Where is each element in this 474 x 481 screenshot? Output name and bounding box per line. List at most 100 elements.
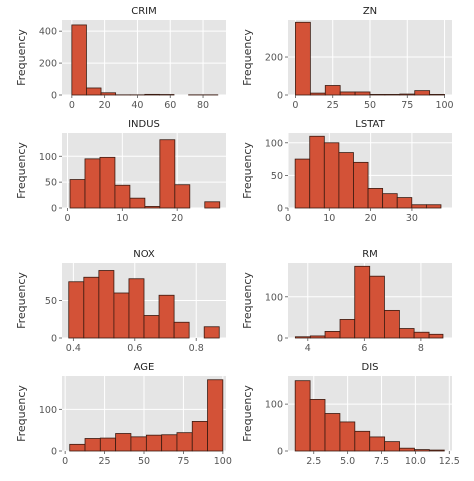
x-tick-label: 0.4 <box>66 343 81 354</box>
bar <box>339 319 356 339</box>
bar <box>294 380 311 452</box>
bar <box>294 336 311 339</box>
x-tick-label: 0.6 <box>127 343 142 354</box>
y-tick-label: 400 <box>39 27 57 38</box>
bar <box>98 270 115 339</box>
y-tick-label: 100 <box>265 292 283 303</box>
bar <box>295 21 311 96</box>
bar <box>207 379 224 452</box>
bar <box>114 184 131 209</box>
x-tick-label: 20 <box>99 100 111 111</box>
x-tick-label: 50 <box>138 456 150 467</box>
y-tick-label: 0 <box>277 334 283 345</box>
bar <box>384 94 401 96</box>
bar <box>369 94 386 96</box>
bar <box>176 432 193 452</box>
bar <box>159 139 176 209</box>
bar <box>323 142 340 209</box>
bar <box>309 135 325 209</box>
bar <box>384 441 400 452</box>
subplot-title: RM <box>362 249 378 260</box>
y-axis-label: Frequency <box>241 29 254 86</box>
bar <box>71 24 87 96</box>
bar <box>429 94 445 96</box>
x-tick-label: 7.5 <box>374 456 389 467</box>
x-tick-label: 100 <box>435 100 453 111</box>
bar <box>428 449 445 452</box>
subplot-title: ZN <box>363 6 377 17</box>
subplot-indus: 0 10 20 0 50 100 INDUS Frequency <box>15 119 226 224</box>
x-tick-label: 0 <box>285 213 291 224</box>
bar <box>399 328 415 339</box>
bar <box>411 204 427 209</box>
x-tick-label: 20 <box>171 213 183 224</box>
bar <box>339 421 356 452</box>
y-axis-label: Frequency <box>15 29 28 86</box>
y-tick-label: 50 <box>45 296 57 307</box>
bar <box>413 331 430 339</box>
bar <box>69 179 86 209</box>
y-tick-label: 0 <box>51 204 57 215</box>
subplot-lstat: 0 10 20 30 0 50 100 LSTAT Frequency <box>241 119 452 224</box>
subplot-title: NOX <box>133 249 155 260</box>
y-tick-label: 0 <box>277 447 283 458</box>
bar <box>86 87 102 96</box>
subplot-title: AGE <box>134 362 155 373</box>
subplot-age: 0 25 50 75 100 0 100 AGE Frequency <box>15 362 232 467</box>
subplot-rm: 4 6 8 0 100 RM Frequency <box>241 249 452 354</box>
bar <box>68 281 85 339</box>
x-tick-label: 0.8 <box>189 343 204 354</box>
bar <box>324 85 341 96</box>
y-axis-label: Frequency <box>241 142 254 199</box>
y-tick-label: 0 <box>51 91 57 102</box>
x-tick-label: 100 <box>214 456 232 467</box>
y-tick-label: 0 <box>277 91 283 102</box>
x-tick-label: 0 <box>64 213 70 224</box>
bar <box>84 158 101 209</box>
bar <box>428 333 444 339</box>
x-tick-label: 80 <box>197 100 209 111</box>
bar <box>191 421 208 452</box>
bar <box>384 309 400 339</box>
bar <box>353 161 369 209</box>
x-tick-label: 10 <box>116 213 128 224</box>
bar <box>354 91 371 96</box>
bar <box>324 331 341 339</box>
bar <box>369 436 386 452</box>
bar <box>115 433 132 452</box>
y-tick-label: 0 <box>51 334 57 345</box>
plot-area <box>62 20 226 95</box>
y-tick-label: 0 <box>277 204 283 215</box>
bar <box>174 184 191 209</box>
bar <box>204 201 221 209</box>
x-tick-label: 10 <box>323 213 335 224</box>
bar <box>339 91 356 96</box>
bar <box>129 197 146 209</box>
bar <box>425 204 442 209</box>
y-axis-label: Frequency <box>241 385 254 442</box>
y-tick-label: 100 <box>265 138 283 149</box>
subplot-title: CRIM <box>131 6 157 17</box>
x-tick-label: 4 <box>305 343 311 354</box>
x-tick-label: 20 <box>365 213 377 224</box>
y-tick-label: 100 <box>39 405 57 416</box>
y-axis-label: Frequency <box>15 272 28 329</box>
y-tick-label: 50 <box>45 178 57 189</box>
y-tick-label: 100 <box>265 400 283 411</box>
subplot-zn: 0 25 50 75 100 0 200 ZN Frequency <box>241 6 454 111</box>
bar <box>144 206 161 209</box>
x-tick-label: 25 <box>327 100 339 111</box>
y-axis-label: Frequency <box>15 385 28 442</box>
bar <box>324 413 341 452</box>
y-tick-label: 0 <box>51 447 57 458</box>
bar <box>145 434 163 452</box>
bar <box>382 193 398 209</box>
bar <box>414 90 431 96</box>
x-tick-label: 0 <box>62 456 68 467</box>
x-tick-label: 25 <box>99 456 111 467</box>
bar <box>399 93 416 96</box>
bar <box>354 430 371 452</box>
bar <box>143 315 160 339</box>
bar <box>144 93 160 96</box>
